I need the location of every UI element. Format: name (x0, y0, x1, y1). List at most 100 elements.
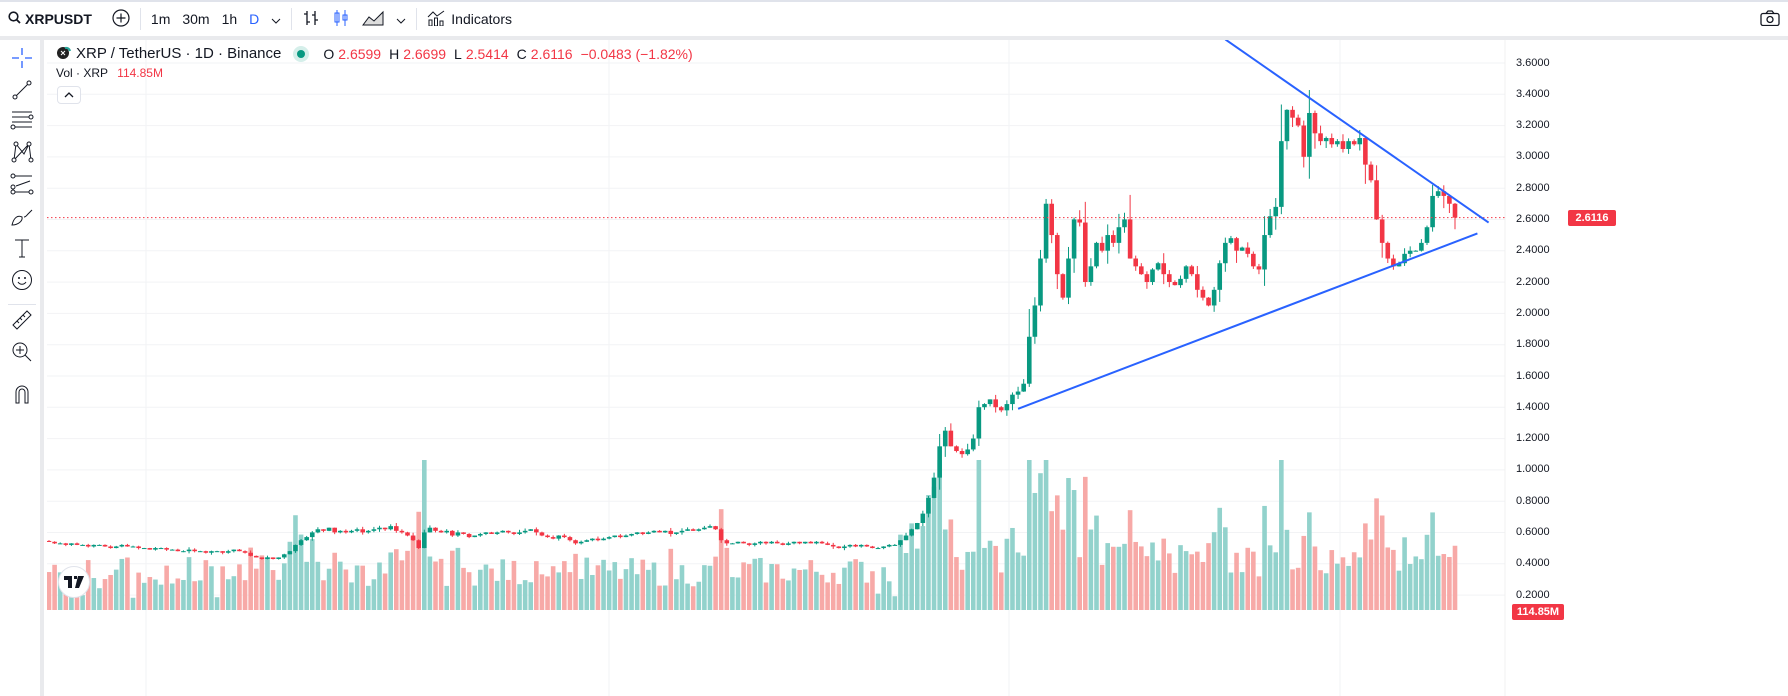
collapse-legend-button[interactable] (57, 86, 81, 104)
candle-body (595, 538, 601, 541)
bars-style-button[interactable] (296, 2, 326, 36)
area-style-button[interactable] (356, 2, 390, 36)
crosshair-tool[interactable] (8, 46, 36, 74)
volume-bar (679, 565, 685, 610)
fib-tool[interactable] (8, 108, 36, 136)
volume-legend: Vol · XRP 114.85M (56, 66, 163, 80)
volume-bar (1447, 556, 1452, 610)
emoji-tool[interactable] (8, 268, 36, 296)
volume-bar (1435, 555, 1441, 610)
volume-bar (539, 574, 545, 610)
chart-style-dropdown[interactable] (390, 2, 412, 36)
candle-body (657, 530, 662, 533)
candle-body (909, 529, 914, 536)
volume-bar (847, 561, 853, 610)
volume-bar (321, 580, 326, 610)
volume-bar (365, 585, 371, 610)
candle-body (892, 544, 898, 546)
volume-bar (1077, 557, 1082, 610)
close-value: 2.6116 (530, 45, 573, 62)
trendline-icon (11, 79, 33, 106)
volume-bar (965, 551, 970, 610)
volume-bar (242, 580, 248, 610)
candle-body (197, 551, 203, 553)
projection-tool[interactable] (8, 172, 36, 200)
volume-bar (741, 562, 746, 610)
interval-1m[interactable]: 1m (150, 11, 171, 27)
volume-bar (707, 565, 713, 610)
pattern-tool[interactable] (8, 140, 36, 168)
volume-bar (1161, 538, 1167, 610)
trendline-tool[interactable] (8, 78, 36, 106)
candle-body (315, 529, 321, 533)
interval-d[interactable]: D (249, 11, 260, 27)
volume-bar (237, 564, 242, 610)
candle-body (842, 546, 847, 549)
interval-30m[interactable]: 30m (182, 11, 210, 27)
volume-bar (377, 562, 382, 610)
candle-body (685, 529, 690, 531)
volume-bar (903, 553, 909, 610)
volume-bar (797, 569, 802, 610)
divider (8, 304, 36, 305)
volume-bar (164, 565, 169, 610)
volume-bar (427, 556, 433, 610)
magnet-tool[interactable] (8, 382, 36, 410)
volume-bar (730, 577, 735, 610)
volume-bar (343, 569, 349, 610)
volume-bar (937, 460, 942, 610)
zoom-tool[interactable] (8, 340, 36, 368)
candle-body (1172, 282, 1178, 286)
volume-bar (192, 581, 197, 610)
candle-body (758, 541, 763, 544)
candle-body (63, 543, 69, 545)
volume-bar (1396, 570, 1402, 610)
ruler-tool[interactable] (8, 308, 36, 336)
price-tick-label: 2.2000 (1516, 275, 1550, 288)
volume-bar (1178, 545, 1183, 610)
interval-dropdown[interactable] (265, 2, 287, 36)
volume-bar (1082, 476, 1088, 610)
candle-body (903, 535, 909, 541)
symbol-label: XRPUSDT (25, 11, 92, 27)
candle-body (948, 430, 954, 447)
tradingview-logo[interactable] (58, 566, 90, 598)
volume-bar (1206, 543, 1211, 610)
candle-body (494, 532, 500, 534)
interval-1h[interactable]: 1h (221, 11, 238, 27)
search-icon (8, 11, 21, 27)
volume-label[interactable]: Vol · XRP (56, 66, 108, 80)
volume-bar (791, 568, 797, 610)
candle-body (1363, 138, 1368, 165)
price-chart[interactable] (47, 40, 1788, 696)
candle-body (1435, 191, 1441, 196)
text-tool[interactable] (8, 236, 36, 264)
candle-body (1430, 195, 1435, 228)
candle-body (1234, 238, 1239, 251)
candle-body (500, 530, 506, 533)
volume-bar (606, 570, 612, 610)
symbol-title[interactable]: XRP / TetherUS · 1D · Binance (76, 45, 282, 62)
candle-body (343, 530, 349, 533)
candles-style-button[interactable] (326, 2, 356, 36)
candle-body (802, 541, 808, 544)
volume-bar (1312, 546, 1318, 610)
candle-body (1284, 109, 1290, 142)
candle-body (349, 530, 354, 533)
screenshot-button[interactable] (1754, 2, 1786, 36)
candle-body (567, 537, 573, 541)
candle-body (886, 544, 892, 547)
candle-body (573, 540, 578, 544)
brush-tool[interactable] (8, 204, 36, 232)
candle-body (377, 527, 382, 530)
volume-bar (382, 573, 388, 610)
compare-button[interactable] (106, 2, 136, 36)
candle-body (281, 554, 287, 558)
candle-body (830, 544, 836, 547)
symbol-search[interactable]: XRPUSDT (0, 2, 98, 36)
candle-body (309, 532, 315, 538)
candle-body (898, 540, 903, 545)
indicators-button[interactable]: Indicators (421, 2, 518, 36)
candle-body (1452, 203, 1458, 218)
candle-body (365, 530, 371, 533)
